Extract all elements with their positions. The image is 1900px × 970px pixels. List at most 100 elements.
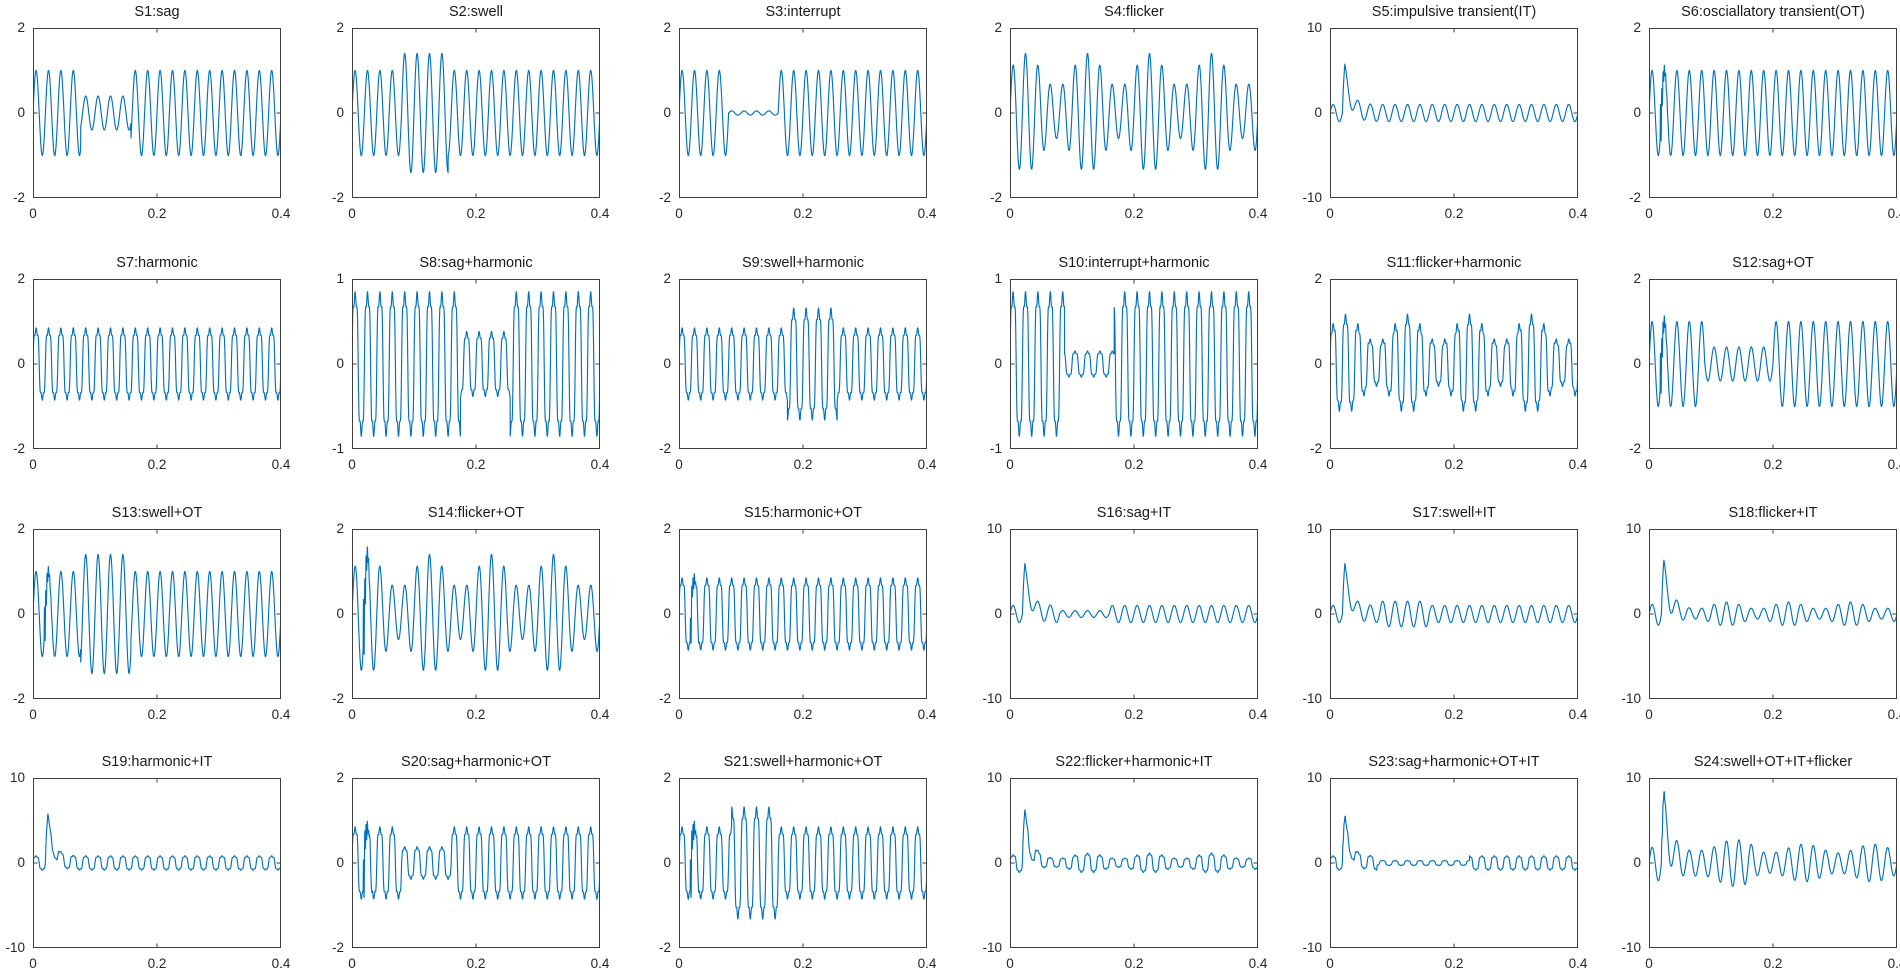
ytick-label-S13: 2: [17, 521, 25, 536]
xtick-label-S20: 0.2: [466, 956, 486, 970]
xtick-label-S5: 0.4: [1568, 206, 1588, 221]
ytick-label-S22: -10: [982, 940, 1002, 955]
subplot-title-S18: S18:flicker+IT: [1728, 505, 1818, 521]
plot-area-S2: [352, 28, 600, 198]
xtick-label-S7: 0.4: [271, 457, 291, 472]
xtick-label-S3: 0.4: [917, 206, 937, 221]
subplot-title-S7: S7:harmonic: [116, 255, 198, 271]
subplot-title-S19: S19:harmonic+IT: [101, 754, 213, 770]
subplot-title-S21: S21:swell+harmonic+OT: [723, 754, 883, 770]
ytick-label-S16: 0: [994, 606, 1002, 621]
xtick-label-S18: 0.2: [1763, 707, 1783, 722]
ytick-label-S19: -10: [5, 940, 25, 955]
plot-area-S15: [679, 529, 927, 699]
xtick-label-S19: 0.4: [271, 956, 291, 970]
xtick-label-S14: 0.2: [466, 707, 486, 722]
ytick-label-S17: 0: [1314, 606, 1322, 621]
plot-area-S9: [679, 279, 927, 449]
xtick-label-S17: 0.2: [1444, 707, 1464, 722]
xtick-label-S23: 0.2: [1444, 956, 1464, 970]
ytick-label-S14: -2: [331, 691, 344, 706]
subplot-title-S24: S24:swell+OT+IT+flicker: [1693, 754, 1853, 770]
ytick-label-S20: -2: [331, 940, 344, 955]
xtick-label-S4: 0.4: [1248, 206, 1268, 221]
subplot-title-S11: S11:flicker+harmonic: [1386, 255, 1522, 271]
ytick-label-S13: 0: [17, 606, 25, 621]
xtick-label-S17: 0.4: [1568, 707, 1588, 722]
ytick-label-S14: 2: [336, 521, 344, 536]
plot-area-S16: [1010, 529, 1258, 699]
ytick-label-S23: -10: [1302, 940, 1322, 955]
xtick-label-S3: 0.2: [793, 206, 813, 221]
xtick-label-S22: 0.2: [1124, 956, 1144, 970]
ytick-label-S3: -2: [658, 190, 671, 205]
ytick-label-S11: 0: [1314, 356, 1322, 371]
xtick-label-S4: 0: [1006, 206, 1014, 221]
xtick-label-S12: 0.4: [1887, 457, 1900, 472]
xtick-label-S11: 0: [1326, 457, 1334, 472]
xtick-label-S1: 0.4: [271, 206, 291, 221]
xtick-label-S20: 0: [348, 956, 356, 970]
subplot-title-S4: S4:flicker: [1104, 4, 1164, 20]
ytick-label-S5: 10: [1306, 20, 1322, 35]
xtick-label-S15: 0.2: [793, 707, 813, 722]
ytick-label-S21: 2: [663, 770, 671, 785]
xtick-label-S3: 0: [675, 206, 683, 221]
plot-area-S3: [679, 28, 927, 198]
ytick-label-S1: -2: [12, 190, 25, 205]
ytick-label-S6: 0: [1633, 105, 1641, 120]
xtick-label-S21: 0: [675, 956, 683, 970]
ytick-label-S13: -2: [12, 691, 25, 706]
xtick-label-S12: 0: [1645, 457, 1653, 472]
xtick-label-S18: 0: [1645, 707, 1653, 722]
subplot-title-S14: S14:flicker+OT: [427, 505, 525, 521]
ytick-label-S9: -2: [658, 441, 671, 456]
xtick-label-S2: 0.4: [590, 206, 610, 221]
ytick-label-S1: 0: [17, 105, 25, 120]
plot-area-S19: [33, 778, 281, 948]
xtick-label-S13: 0.2: [147, 707, 167, 722]
ytick-label-S4: -2: [989, 190, 1002, 205]
plot-area-S20: [352, 778, 600, 948]
plot-area-S17: [1330, 529, 1578, 699]
ytick-label-S18: -10: [1621, 691, 1641, 706]
ytick-label-S5: 0: [1314, 105, 1322, 120]
ytick-label-S23: 0: [1314, 855, 1322, 870]
ytick-label-S20: 0: [336, 855, 344, 870]
ytick-label-S22: 10: [986, 770, 1002, 785]
ytick-label-S22: 0: [994, 855, 1002, 870]
ytick-label-S2: -2: [331, 190, 344, 205]
subplot-title-S2: S2:swell: [449, 4, 503, 20]
ytick-label-S2: 0: [336, 105, 344, 120]
ytick-label-S11: -2: [1309, 441, 1322, 456]
xtick-label-S1: 0.2: [147, 206, 167, 221]
xtick-label-S14: 0.4: [590, 707, 610, 722]
xtick-label-S10: 0.4: [1248, 457, 1268, 472]
plot-area-S6: [1649, 28, 1897, 198]
ytick-label-S15: 0: [663, 606, 671, 621]
ytick-label-S10: 0: [994, 356, 1002, 371]
ytick-label-S11: 2: [1314, 271, 1322, 286]
ytick-label-S24: 0: [1633, 855, 1641, 870]
xtick-label-S7: 0.2: [147, 457, 167, 472]
ytick-label-S12: 2: [1633, 271, 1641, 286]
ytick-label-S7: 0: [17, 356, 25, 371]
subplot-title-S13: S13:swell+OT: [111, 505, 203, 521]
ytick-label-S5: -10: [1302, 190, 1322, 205]
plot-area-S5: [1330, 28, 1578, 198]
xtick-label-S20: 0.4: [590, 956, 610, 970]
ytick-label-S10: -1: [989, 441, 1002, 456]
xtick-label-S23: 0.4: [1568, 956, 1588, 970]
plot-area-S21: [679, 778, 927, 948]
ytick-label-S18: 10: [1625, 521, 1641, 536]
xtick-label-S2: 0: [348, 206, 356, 221]
xtick-label-S13: 0.4: [271, 707, 291, 722]
plot-area-S14: [352, 529, 600, 699]
xtick-label-S22: 0.4: [1248, 956, 1268, 970]
ytick-label-S21: -2: [658, 940, 671, 955]
ytick-label-S12: 0: [1633, 356, 1641, 371]
subplot-title-S15: S15:harmonic+OT: [743, 505, 863, 521]
ytick-label-S8: -1: [331, 441, 344, 456]
xtick-label-S9: 0: [675, 457, 683, 472]
